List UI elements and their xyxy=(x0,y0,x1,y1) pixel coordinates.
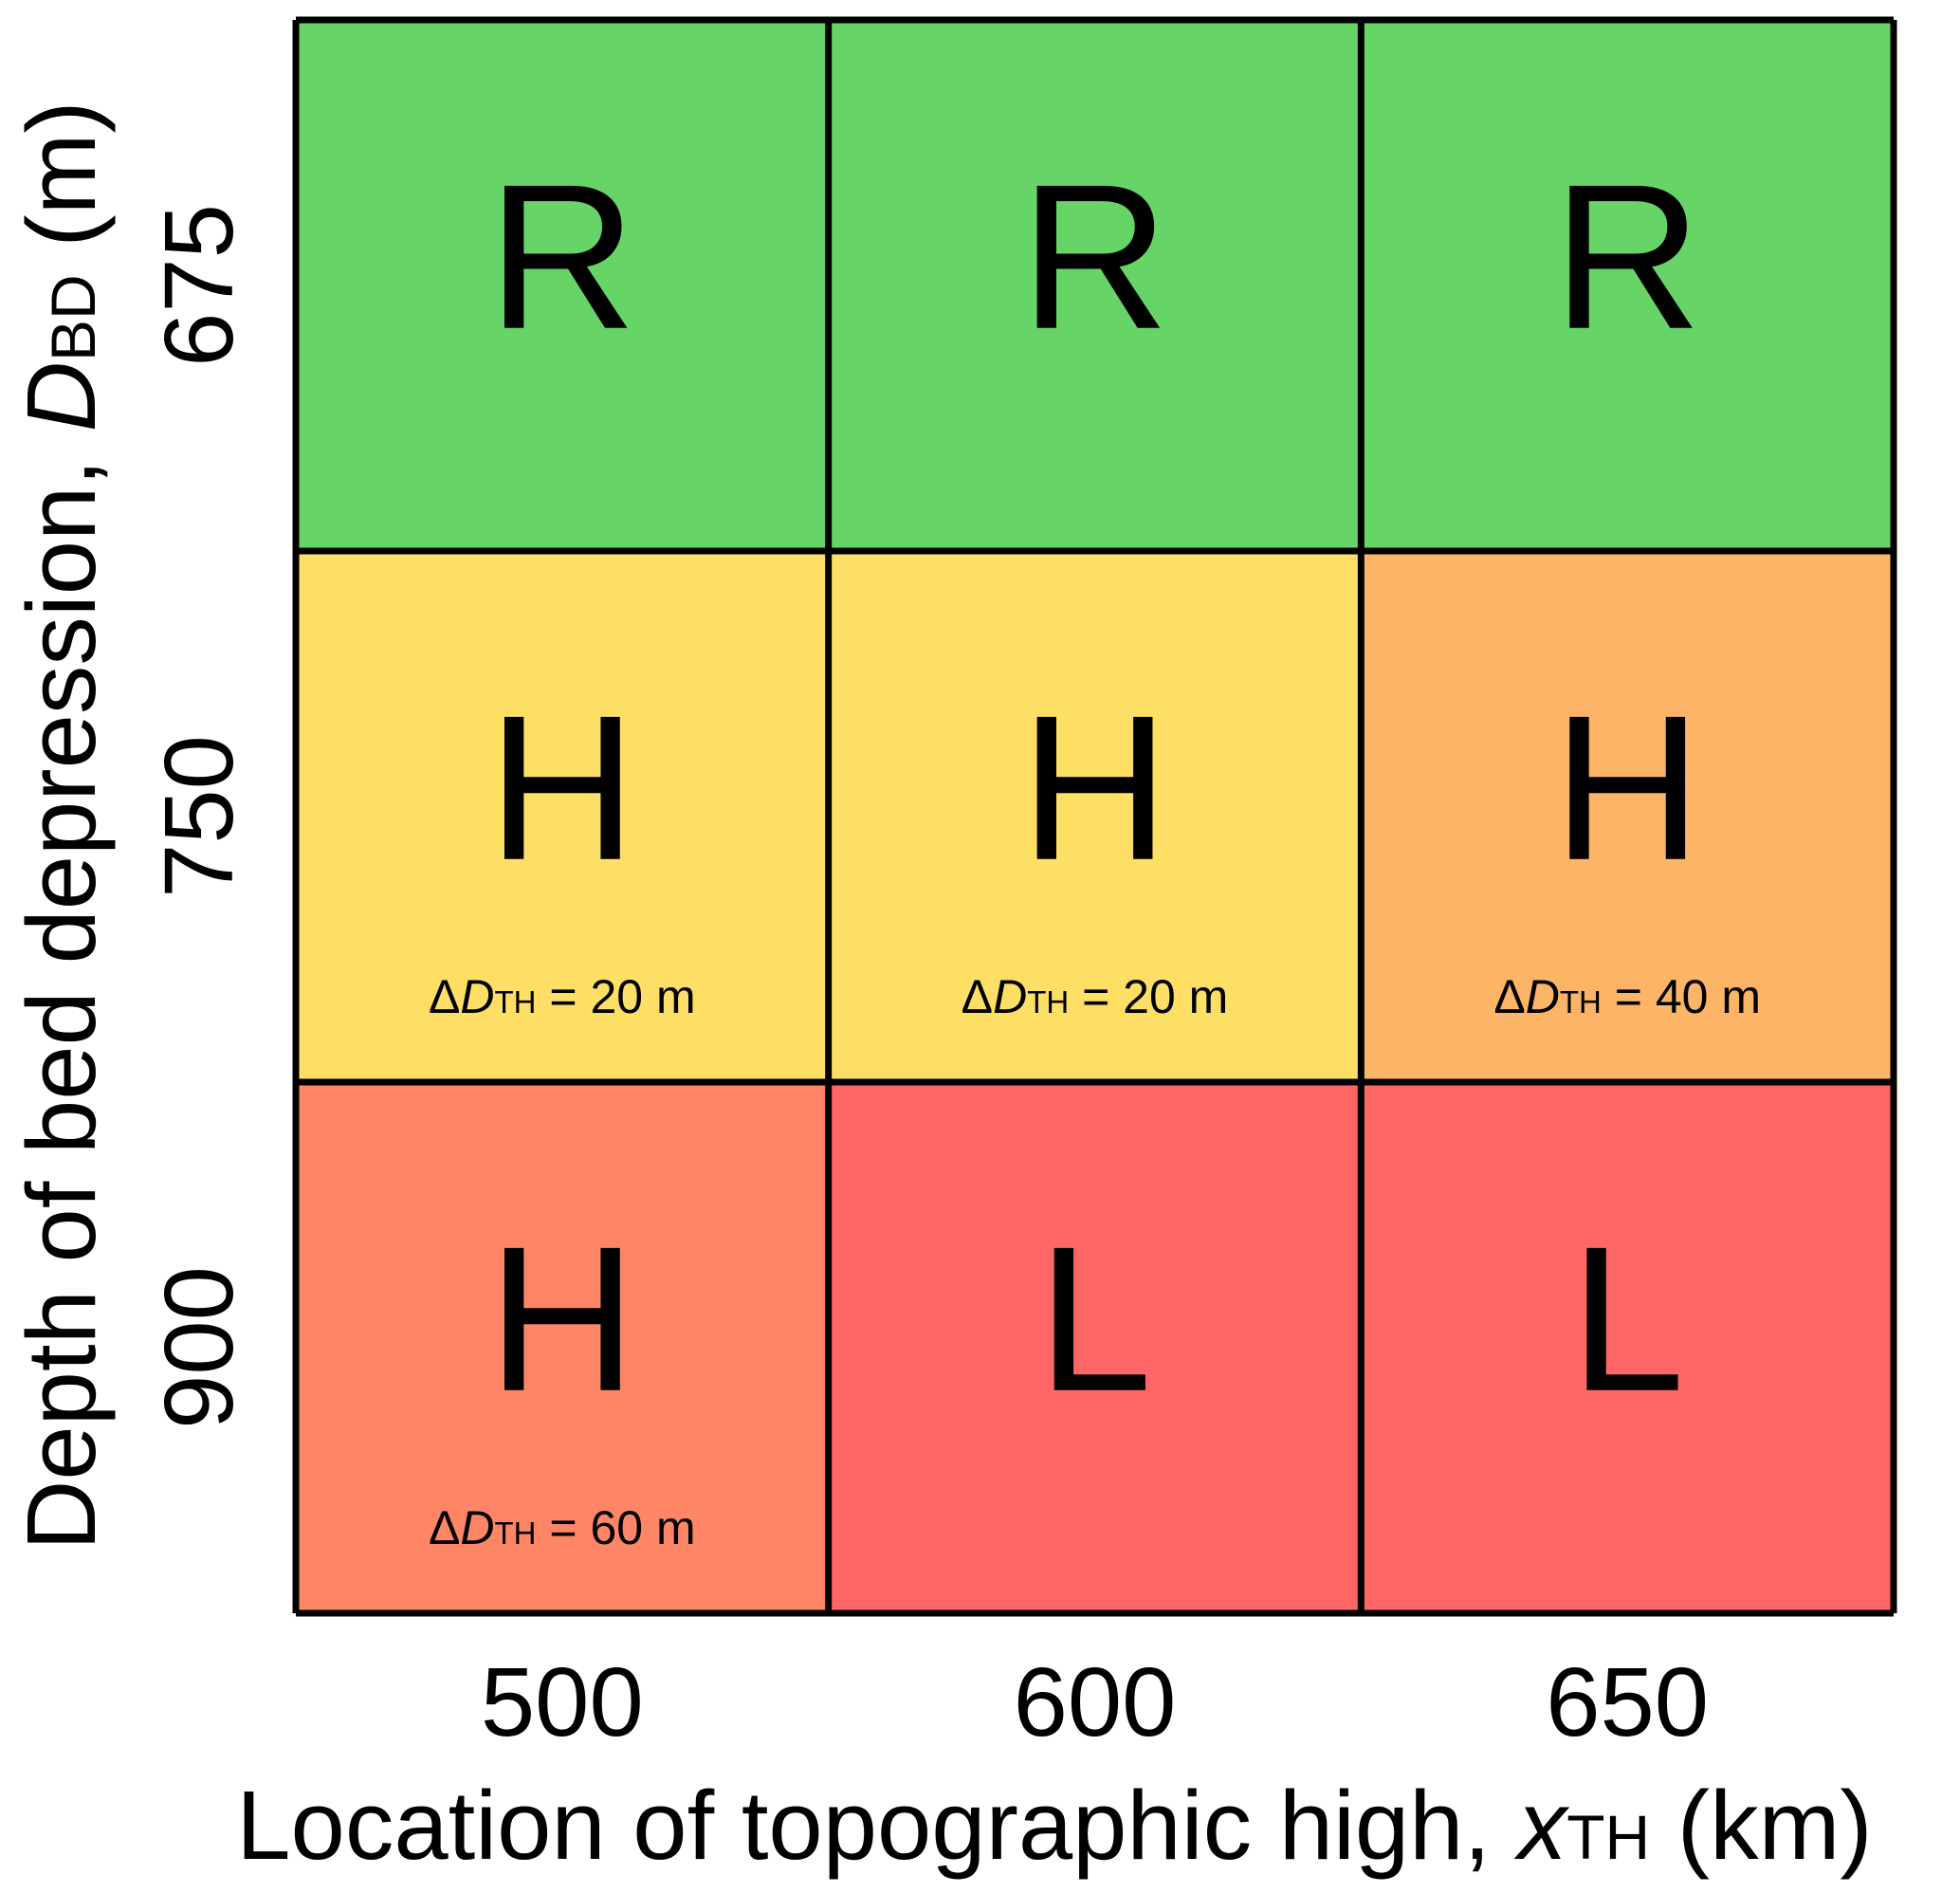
heatmap-cell: R xyxy=(296,20,829,551)
cell-delta-label: ΔDTH = 20 m xyxy=(429,970,696,1023)
y-tick-label: 900 xyxy=(144,1266,253,1429)
x-axis-title: Location of topographic high, xTH (km) xyxy=(236,1771,1872,1880)
cell-background xyxy=(296,551,829,1082)
heatmap-cell: H ΔDTH = 20 m xyxy=(296,551,829,1082)
cell-regime-label: L xyxy=(1037,1204,1152,1435)
cell-regime-label: L xyxy=(1570,1204,1685,1435)
x-axis-title-unit: (km) xyxy=(1650,1771,1873,1880)
x-axis-ticks: 500 600 650 xyxy=(481,1647,1709,1756)
cell-regime-label: H xyxy=(487,1204,636,1435)
cell-background xyxy=(1361,20,1894,551)
heatmap-cell: H ΔDTH = 60 m xyxy=(296,1082,829,1613)
heatmap-cell: H ΔDTH = 40 m xyxy=(1361,551,1894,1082)
delta-value: = 40 m xyxy=(1602,970,1761,1023)
x-axis-title-text: Location of topographic high, xyxy=(236,1771,1517,1880)
cell-background xyxy=(828,20,1362,551)
x-tick-label: 650 xyxy=(1546,1647,1709,1756)
y-axis-title: Depth of bed depression, DBD (m) xyxy=(7,101,116,1551)
delta-prefix: Δ xyxy=(962,970,993,1023)
y-axis-title-unit: (m) xyxy=(7,101,116,274)
delta-symbol: D xyxy=(993,970,1027,1023)
delta-symbol: D xyxy=(460,970,494,1023)
cell-delta-label: ΔDTH = 60 m xyxy=(429,1501,696,1554)
cell-regime-label: R xyxy=(1020,142,1169,373)
cell-regime-label: R xyxy=(487,142,636,373)
y-axis-title-text: Depth of bed depression, xyxy=(7,432,116,1551)
delta-subscript: TH xyxy=(495,1516,537,1551)
y-tick-label: 675 xyxy=(144,204,253,367)
heatmap-cell: R xyxy=(1361,20,1894,551)
y-axis-title-symbol: D xyxy=(7,361,116,432)
delta-symbol: D xyxy=(460,1501,494,1554)
delta-prefix: Δ xyxy=(429,1501,460,1554)
heatmap-cell: R xyxy=(828,20,1362,551)
y-tick-label: 750 xyxy=(144,735,253,898)
delta-value: = 20 m xyxy=(1069,970,1228,1023)
delta-symbol: D xyxy=(1526,970,1560,1023)
cell-background xyxy=(828,1082,1362,1613)
heatmap-cell: L xyxy=(1361,1082,1894,1613)
delta-value: = 20 m xyxy=(537,970,696,1023)
cell-regime-label: R xyxy=(1552,142,1701,373)
x-tick-label: 600 xyxy=(1014,1647,1177,1756)
cell-background xyxy=(296,1082,829,1613)
cell-background xyxy=(1361,551,1894,1082)
cell-background xyxy=(1361,1082,1894,1613)
y-axis-ticks: 675 750 900 xyxy=(144,204,253,1429)
delta-subscript: TH xyxy=(495,984,537,1020)
cell-regime-label: H xyxy=(1552,673,1701,904)
cell-regime-label: H xyxy=(1020,673,1169,904)
delta-subscript: TH xyxy=(1027,984,1069,1020)
cell-background xyxy=(828,551,1362,1082)
delta-subscript: TH xyxy=(1560,984,1602,1020)
heatmap-cell: L xyxy=(828,1082,1362,1613)
cell-background xyxy=(296,20,829,551)
heatmap-grid xyxy=(292,16,1897,1617)
x-axis-title-subscript: TH xyxy=(1566,1802,1650,1872)
x-tick-label: 500 xyxy=(481,1647,644,1756)
cell-delta-label: ΔDTH = 40 m xyxy=(1493,970,1761,1023)
delta-value: = 60 m xyxy=(537,1501,696,1554)
cell-delta-label: ΔDTH = 20 m xyxy=(962,970,1229,1023)
delta-prefix: Δ xyxy=(429,970,460,1023)
heatmap-cell: H ΔDTH = 20 m xyxy=(828,551,1362,1082)
delta-prefix: Δ xyxy=(1493,970,1525,1023)
cell-regime-label: H xyxy=(487,673,636,904)
y-axis-title-subscript: BD xyxy=(38,274,108,361)
x-axis-title-symbol: x xyxy=(1513,1771,1570,1880)
